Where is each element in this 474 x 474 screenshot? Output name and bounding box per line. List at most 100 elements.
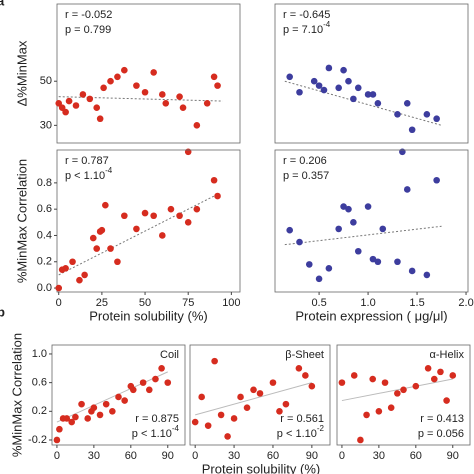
p-text: p < 1.10 <box>277 428 317 440</box>
point <box>394 390 401 397</box>
panel-name: Coil <box>160 349 179 361</box>
p-annotation: p < 1.10-4 <box>65 166 113 182</box>
point <box>76 276 83 284</box>
point <box>350 372 358 379</box>
point <box>102 201 109 209</box>
trend-line <box>195 382 312 416</box>
point <box>379 225 387 233</box>
point <box>400 386 407 394</box>
x-tick-label: 90 <box>447 450 459 462</box>
point <box>198 393 205 401</box>
point <box>214 192 221 200</box>
point <box>305 261 313 268</box>
point <box>276 408 283 415</box>
point <box>115 393 122 401</box>
trend-line <box>58 195 215 276</box>
point <box>79 91 87 98</box>
point <box>369 375 377 383</box>
point <box>133 82 140 89</box>
plot-frame <box>56 3 241 144</box>
point <box>369 255 377 263</box>
point <box>159 232 166 239</box>
point <box>433 176 440 184</box>
y-axis-label: %MinMax Correlation <box>9 333 24 457</box>
point <box>408 267 416 275</box>
panel-name: β-Sheet <box>285 349 324 361</box>
x-tick-label: 0.5 <box>311 297 326 309</box>
point <box>72 102 80 109</box>
point <box>63 415 71 422</box>
point <box>403 99 411 107</box>
y-tick-label: 50 <box>40 75 52 87</box>
point <box>102 400 110 408</box>
p-text: p = 0.799 <box>65 24 111 36</box>
point <box>374 258 382 266</box>
panel-label: a <box>0 0 5 8</box>
point <box>315 82 323 89</box>
p-text: p = 7.10 <box>283 24 323 36</box>
point <box>381 379 389 386</box>
p-text: p < 1.10 <box>65 170 105 182</box>
point <box>350 95 357 103</box>
point <box>72 413 79 421</box>
r-annotation: r = -0.645 <box>283 9 330 21</box>
y-tick-label: 30 <box>40 119 52 131</box>
point <box>211 357 218 365</box>
point <box>56 425 63 433</box>
point <box>394 111 401 118</box>
point <box>449 372 457 379</box>
x-tick-label: 75 <box>182 297 194 309</box>
point <box>423 271 431 279</box>
point <box>364 203 372 210</box>
point <box>121 212 128 220</box>
point <box>184 219 192 226</box>
point <box>159 91 166 98</box>
x-tick-label: 1.5 <box>409 297 424 309</box>
point <box>345 205 352 213</box>
point <box>340 203 347 210</box>
point <box>335 225 342 233</box>
point <box>193 122 201 129</box>
point <box>84 415 92 422</box>
point <box>69 258 76 266</box>
plot-frame <box>51 344 186 446</box>
point <box>243 404 251 412</box>
point <box>139 379 147 386</box>
x-axis-label: Protein solubility (%) <box>202 461 321 474</box>
point <box>100 84 107 92</box>
r-annotation: r = 0.413 <box>420 413 464 425</box>
x-tick-label: 90 <box>162 450 174 462</box>
point <box>408 126 416 134</box>
x-tick-label: 30 <box>373 450 385 462</box>
point <box>302 372 309 379</box>
plot-frame <box>189 344 331 446</box>
panel-label: b <box>0 304 5 319</box>
x-tick-label: 30 <box>88 450 100 462</box>
point <box>114 258 121 266</box>
p-exponent: -4 <box>105 166 113 175</box>
point <box>55 284 63 292</box>
point <box>335 84 342 92</box>
point <box>369 91 377 98</box>
point <box>158 364 165 372</box>
point <box>375 408 383 415</box>
x-axis-label: Protein expression ( μg/μl) <box>295 308 447 323</box>
y-tick-label: 0.8 <box>37 177 52 189</box>
x-tick-label: 1.0 <box>360 297 375 309</box>
point <box>109 408 116 415</box>
x-tick-label: 30 <box>228 450 240 462</box>
point <box>96 115 104 123</box>
point <box>296 88 303 96</box>
p-text: p = 0.357 <box>283 170 329 182</box>
point <box>107 245 114 252</box>
point <box>282 400 290 408</box>
point <box>433 115 440 123</box>
point <box>437 368 444 376</box>
y-tick-label: -0.2 <box>28 434 47 446</box>
point <box>89 234 97 242</box>
point <box>210 176 218 184</box>
point <box>162 99 170 107</box>
p-exponent: -2 <box>317 424 325 433</box>
x-tick-label: 100 <box>222 297 240 309</box>
